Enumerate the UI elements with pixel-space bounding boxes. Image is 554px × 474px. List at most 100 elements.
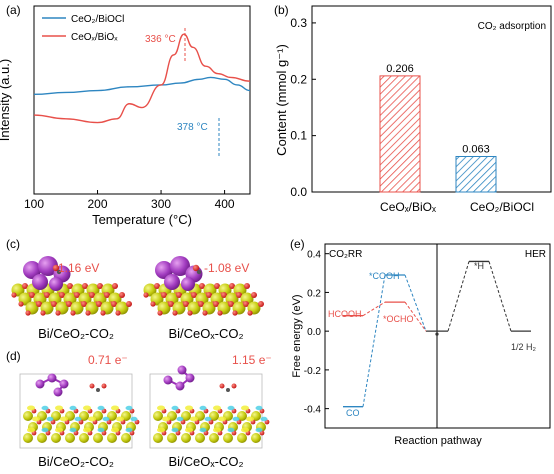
- caption-c-left: Bi/CeO₂-CO₂: [38, 326, 114, 341]
- bi-atom: [38, 256, 58, 276]
- charge-depletion-isosurface: [41, 405, 49, 411]
- ce-atom: [79, 411, 89, 421]
- charge-depletion-isosurface: [97, 427, 105, 433]
- panel-b-label: (b): [274, 3, 289, 17]
- ce-atom: [107, 433, 117, 443]
- o-atom: [221, 292, 227, 298]
- panel-b-axes-frame: [311, 5, 552, 193]
- ce-atom: [223, 433, 233, 443]
- panel-e-yticks: -0.4 -0.2 0.0 0.2 0.4: [304, 250, 329, 416]
- panel-e-xlabel: Reaction pathway: [394, 435, 482, 447]
- o-atom: [44, 292, 50, 298]
- charge-depletion-isosurface: [130, 416, 138, 422]
- free-energy-diagram: [343, 260, 531, 408]
- charge-depletion-isosurface: [102, 416, 110, 422]
- bi-atom: [23, 261, 41, 279]
- charge-label-right: 1.15 e⁻: [232, 353, 272, 367]
- charge-depletion-isosurface: [232, 416, 240, 422]
- panel-b: (b) 0.0 0.1 0.2 0.3 Content (mmol g⁻¹) CO₂ …: [274, 3, 552, 214]
- o-atom: [187, 310, 193, 316]
- o-atom: [143, 292, 149, 298]
- caption-d-left: Bi/CeO₂-CO₂: [38, 454, 114, 469]
- ce-atom: [153, 411, 163, 421]
- co2-o-atom: [52, 264, 60, 272]
- o-atom: [176, 292, 182, 298]
- ce-atom: [23, 433, 33, 443]
- panel-c-label: (c): [6, 237, 20, 251]
- charge-depletion-isosurface: [46, 416, 54, 422]
- o-atom: [119, 292, 125, 298]
- charge-depletion-isosurface: [74, 416, 82, 422]
- panel-a-xlabel: Temperature (°C): [92, 212, 192, 227]
- charge-accumulation-isosurface: [32, 416, 40, 422]
- co2-c-atom: [96, 388, 100, 392]
- species-hcooh: HCOOH: [328, 309, 362, 319]
- ce-atom: [79, 433, 89, 443]
- bi-atom: [177, 365, 187, 375]
- charge-depletion-isosurface: [176, 416, 184, 422]
- o-atom: [202, 310, 208, 316]
- co2-c-atom: [196, 269, 202, 275]
- bi-atom: [163, 375, 173, 385]
- o-atom: [111, 301, 117, 307]
- bi-atom: [35, 379, 45, 389]
- o-atom: [214, 283, 220, 289]
- panel-d-label: (d): [6, 349, 21, 363]
- charge-accumulation-isosurface: [27, 427, 35, 433]
- charge-accumulation-isosurface: [55, 427, 63, 433]
- charge-accumulation-isosurface: [157, 405, 165, 411]
- co2-o-atom: [101, 383, 107, 389]
- panel-a-axes-frame: [33, 5, 251, 195]
- o-atom: [82, 283, 88, 289]
- category-ceox-biox: CeOₓ/BiOₓ: [380, 200, 436, 214]
- series-ceo2-biocl: [33, 76, 251, 96]
- charge-accumulation-isosurface: [213, 427, 221, 433]
- ce-atom: [209, 411, 219, 421]
- o-atom: [126, 301, 132, 307]
- o-atom: [232, 310, 238, 316]
- legend-ceo2-biocl: CeO₂/BiOCl: [71, 14, 124, 25]
- bi-atom: [164, 274, 180, 290]
- bi-atom: [32, 274, 48, 290]
- category-ceo2-biocl: CeO₂/BiOCl: [470, 200, 534, 214]
- ytick-label: 0.4: [307, 250, 321, 261]
- o-atom: [67, 283, 73, 289]
- region-label-her: HER: [525, 249, 546, 260]
- connector-hcooh: [362, 301, 386, 317]
- panel-b-note: CO₂ adsorption: [478, 21, 546, 32]
- connector-ocho: [404, 301, 427, 332]
- charge-depletion-isosurface: [255, 427, 263, 433]
- co2-o-atom: [231, 383, 237, 389]
- charge-depletion-isosurface: [171, 405, 179, 411]
- o-atom: [243, 301, 249, 307]
- xtick-label: 300: [151, 197, 171, 211]
- o-atom: [244, 283, 250, 289]
- ce-atom: [181, 411, 191, 421]
- panel-b-bars: 0.206 0.063: [379, 63, 497, 193]
- o-atom: [172, 310, 178, 316]
- structure-bi-ceox-co2: [143, 256, 264, 316]
- ytick-label: 0.2: [307, 288, 321, 299]
- panel-e-label: (e): [290, 237, 305, 251]
- panel-e: (e) -0.4 -0.2 0.0 0.2 0.4 Free energy (eV) R…: [290, 237, 551, 447]
- co2-o-atom: [89, 383, 95, 389]
- o-atom: [97, 283, 103, 289]
- panel-c: (c) 1.16 eV -1.08 eV Bi/CeO₂-CO₂ Bi/CeOₓ…: [6, 237, 264, 341]
- bi-atom: [175, 381, 185, 391]
- o-atom: [247, 310, 253, 316]
- ce-atom: [51, 411, 61, 421]
- o-atom: [199, 283, 205, 289]
- ce-atom: [153, 433, 163, 443]
- panel-b-ylabel: Content (mmol g⁻¹): [274, 44, 289, 156]
- species-h: *H: [474, 261, 484, 271]
- panel-a-label: (a): [6, 3, 21, 17]
- panel-b-yticks: 0.0 0.1 0.2 0.3: [290, 16, 316, 199]
- o-atom: [258, 301, 264, 307]
- charge-accumulation-isosurface: [157, 427, 165, 433]
- charge-density-bi-ceox-co2: [149, 365, 270, 449]
- charge-depletion-isosurface: [199, 405, 207, 411]
- charge-depletion-isosurface: [125, 427, 133, 433]
- species-ocho: *OCHO: [383, 314, 414, 324]
- ce-atom: [237, 433, 247, 443]
- charge-accumulation-isosurface: [83, 405, 91, 411]
